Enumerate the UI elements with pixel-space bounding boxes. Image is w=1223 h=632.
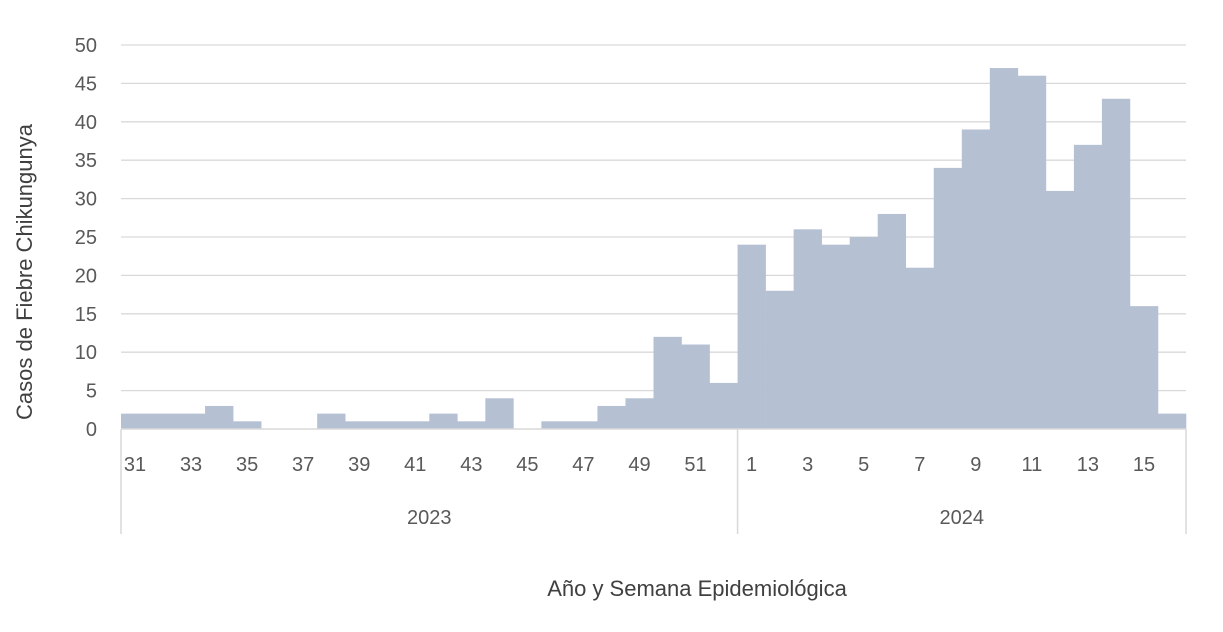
bar [653, 336, 682, 429]
x-tick-label: 41 [404, 454, 426, 476]
bar [989, 68, 1019, 429]
x-axis-title: Año y Semana Epidemiológica [547, 576, 847, 601]
bar [373, 421, 402, 429]
bar [849, 237, 879, 429]
bar [877, 213, 907, 429]
bar [737, 244, 766, 429]
x-tick-label: 5 [858, 454, 869, 476]
bar [625, 398, 654, 429]
y-tick-label: 45 [75, 73, 97, 95]
bar [541, 421, 570, 429]
bar [905, 267, 935, 429]
bar [401, 421, 430, 429]
bar [205, 405, 234, 429]
bar [933, 167, 963, 429]
bar [1045, 190, 1075, 429]
y-axis-ticks: 0 5 10 15 20 25 30 35 40 45 50 [75, 35, 97, 441]
x-tick-label: 13 [1077, 454, 1099, 476]
y-tick-label: 30 [75, 189, 97, 211]
bar [681, 344, 710, 429]
bars [121, 68, 1187, 430]
bar [177, 413, 206, 429]
y-tick-label: 10 [75, 342, 97, 364]
x-tick-label: 51 [684, 454, 706, 476]
x-tick-label: 3 [802, 454, 813, 476]
x-tick-label: 49 [628, 454, 650, 476]
gridlines [121, 44, 1186, 392]
bar [429, 413, 458, 429]
x-tick-label: 45 [516, 454, 538, 476]
x-group-label: 2024 [940, 507, 985, 529]
bar [317, 413, 346, 429]
y-tick-label: 0 [86, 419, 97, 441]
bar [1129, 306, 1159, 429]
bar [765, 290, 794, 429]
bar [709, 382, 738, 429]
y-tick-label: 35 [75, 150, 97, 172]
bar [149, 413, 178, 429]
y-tick-label: 20 [75, 265, 97, 287]
y-tick-label: 25 [75, 227, 97, 249]
bar [457, 421, 486, 429]
bar [345, 421, 374, 429]
bar [821, 244, 850, 429]
x-tick-label: 9 [970, 454, 981, 476]
bar [793, 229, 822, 429]
x-tick-label: 39 [348, 454, 370, 476]
x-tick-label: 37 [292, 454, 314, 476]
x-group-label: 2023 [407, 507, 452, 529]
x-tick-label: 11 [1021, 454, 1042, 476]
bar [1157, 413, 1187, 429]
bar [233, 421, 262, 429]
y-tick-label: 50 [75, 35, 97, 57]
x-tick-label: 15 [1133, 454, 1155, 476]
bar [1017, 75, 1047, 429]
bar [597, 405, 626, 429]
bar [1073, 144, 1103, 429]
y-tick-label: 40 [75, 112, 97, 134]
y-tick-label: 5 [86, 381, 97, 403]
y-axis-title: Casos de Fiebre Chikungunya [12, 123, 37, 420]
bar [961, 129, 991, 430]
y-tick-label: 15 [75, 304, 97, 326]
x-tick-label: 47 [572, 454, 594, 476]
x-tick-label: 43 [460, 454, 482, 476]
bar [121, 413, 150, 429]
bar [1101, 98, 1131, 429]
x-tick-label: 7 [914, 454, 925, 476]
bar [569, 421, 598, 429]
bar [485, 398, 514, 429]
x-tick-label: 35 [236, 454, 258, 476]
x-tick-label: 33 [180, 454, 202, 476]
x-tick-label: 1 [746, 454, 757, 476]
x-tick-label: 31 [124, 454, 146, 476]
